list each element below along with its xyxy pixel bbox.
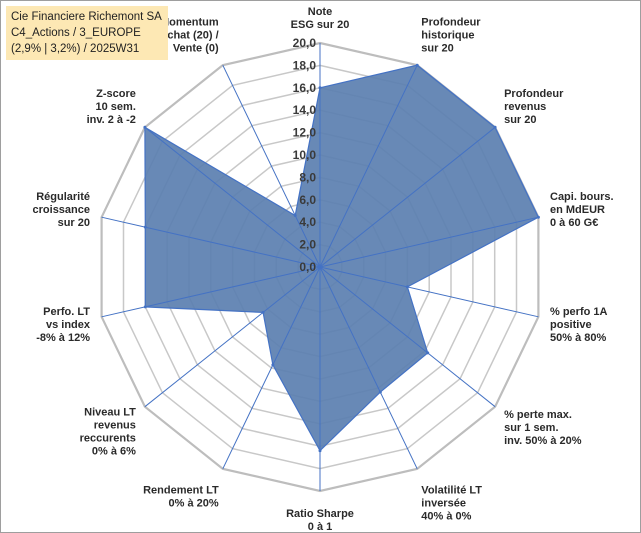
axis-spoke: [144, 126, 321, 268]
category-label: Rendement LT 0% à 20%: [143, 484, 219, 509]
data-point: [493, 125, 497, 129]
tick-label: 4,0: [299, 215, 316, 229]
category-label: Note ESG sur 20: [291, 6, 350, 31]
axis-spoke: [222, 64, 321, 268]
tick-label: 12,0: [293, 126, 317, 140]
tick-label: 6,0: [299, 193, 316, 207]
tick-label: 0,0: [299, 260, 316, 274]
category-label: Momentum Achat (20) / Vente (0): [159, 17, 219, 55]
title-category: C4_Actions / 3_EUROPE: [11, 27, 141, 39]
data-point: [318, 86, 322, 90]
axis-spoke: [222, 266, 321, 470]
category-label: Régularité croissance sur 20: [33, 191, 90, 229]
category-label: Niveau LT revenus reccurents 0% à 6%: [80, 407, 137, 458]
data-point: [405, 285, 409, 289]
axis-spoke: [101, 266, 321, 318]
category-label: Z-score 10 sem. inv. 2 à -2: [87, 88, 136, 126]
data-point: [415, 63, 419, 67]
tick-label: 16,0: [293, 81, 317, 95]
data-point: [261, 310, 265, 314]
chart-title-box: Cie Financiere Richemont SA C4_Actions /…: [6, 6, 168, 60]
data-point: [536, 215, 540, 219]
category-label: Profondeur revenus sur 20: [504, 88, 564, 126]
axis-spoke: [319, 266, 539, 318]
axis-spoke: [319, 266, 418, 470]
data-point: [426, 351, 430, 355]
data-point: [143, 125, 147, 129]
data-point: [293, 214, 297, 217]
data-point: [271, 363, 275, 367]
data-point: [378, 390, 382, 394]
category-label: % perfo 1A positive 50% à 80%: [550, 306, 608, 344]
tick-label: 18,0: [293, 58, 317, 72]
axis-spoke: [319, 126, 496, 268]
axis-spoke: [319, 266, 496, 408]
tick-label: 14,0: [293, 103, 317, 117]
category-label: Profondeur historique sur 20: [421, 17, 481, 55]
tick-label: 8,0: [299, 170, 316, 184]
axis-spoke: [101, 216, 321, 268]
tick-label: 10,0: [293, 148, 317, 162]
title-company: Cie Financiere Richemont SA: [11, 11, 162, 23]
tick-label: 20,0: [293, 36, 317, 50]
category-label: Perfo. LT vs index -8% à 12%: [36, 306, 91, 344]
category-label: Ratio Sharpe 0 à 1: [286, 508, 354, 533]
tick-label: 2,0: [299, 238, 316, 252]
data-point: [143, 225, 147, 229]
axis-spoke: [144, 266, 321, 408]
series-area: [144, 64, 540, 452]
data-point: [143, 305, 147, 309]
axis-spoke: [319, 64, 418, 268]
axis-spoke: [319, 216, 539, 268]
category-label: Volatilité LT inversée 40% à 0%: [421, 484, 482, 522]
category-label: % perte max. sur 1 sem. inv. 50% à 20%: [504, 409, 582, 447]
title-period: (2,9% | 3,2%) / 2025W31: [11, 43, 140, 55]
category-label: Capi. bours. en MdEUR 0 à 60 G€: [550, 191, 614, 229]
data-point: [318, 449, 322, 453]
